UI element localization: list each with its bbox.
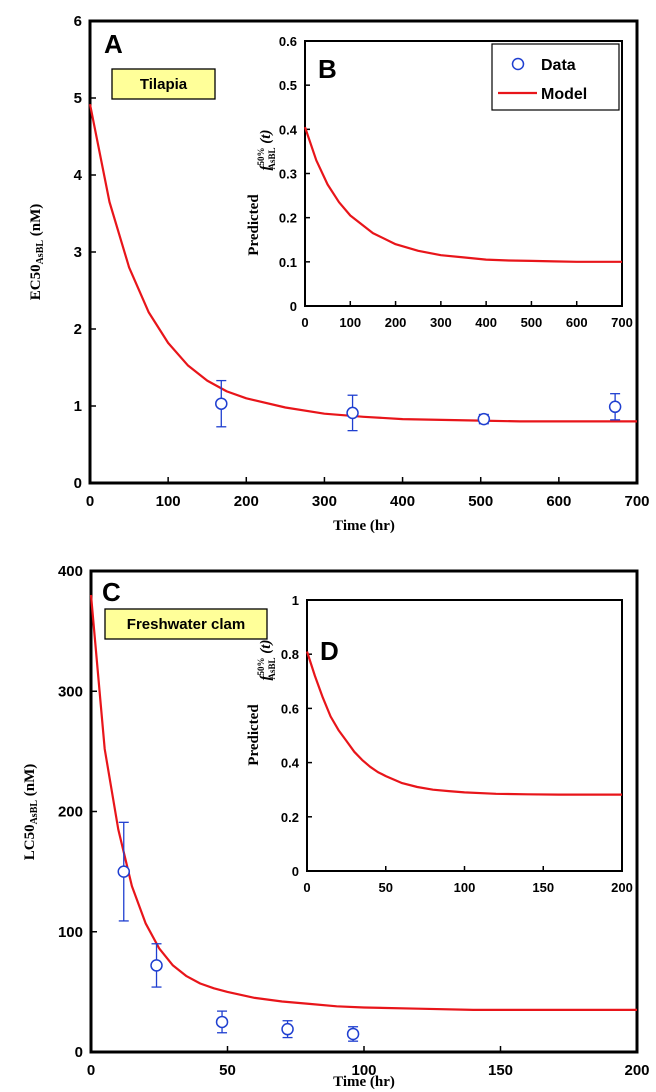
y-tick-label: 0 <box>290 299 297 314</box>
x-tick-label: 0 <box>86 493 94 510</box>
x-axis-label: Time (hr) <box>333 1074 395 1090</box>
x-tick-label: 400 <box>390 493 415 510</box>
x-tick-label: 300 <box>312 493 337 510</box>
data-point <box>608 400 622 414</box>
panel-label-c: C <box>102 577 121 607</box>
y-axis-label: EC50AsBL (nM) <box>28 204 46 301</box>
x-tick-label: 100 <box>351 1062 376 1079</box>
legend-data-marker <box>511 57 525 71</box>
x-tick-label: 100 <box>339 315 361 330</box>
y-tick-label: 0.3 <box>279 167 297 182</box>
x-tick-label: 200 <box>611 880 633 895</box>
species-tag-box <box>111 68 216 100</box>
x-tick-label: 700 <box>624 493 649 510</box>
plot-frame <box>306 599 623 872</box>
data-point <box>215 1015 229 1029</box>
panel-label-a: A <box>104 29 123 59</box>
inset-y-label-f: f50%AsBL (t) <box>256 130 277 171</box>
y-tick-label: 5 <box>74 90 82 107</box>
y-tick-label: 0 <box>74 475 82 492</box>
y-tick-label: 0.6 <box>281 701 299 716</box>
y-tick-label: 0.4 <box>279 122 298 137</box>
model-curve <box>89 594 637 1012</box>
y-tick-label: 200 <box>58 804 83 821</box>
y-tick-label: 1 <box>292 593 299 608</box>
y-tick-label: 0.8 <box>281 647 299 662</box>
legend-item-data: Data <box>541 57 576 74</box>
y-tick-label: 0.2 <box>279 211 297 226</box>
y-tick-label: 0.2 <box>281 810 299 825</box>
y-tick-label: 400 <box>58 563 83 580</box>
x-tick-label: 100 <box>454 880 476 895</box>
model-curve <box>303 126 622 263</box>
panel-label-b: B <box>318 54 337 84</box>
inset-y-label-predicted: Predicted <box>246 704 262 766</box>
y-tick-label: 2 <box>74 321 82 338</box>
data-point <box>117 865 131 878</box>
y-tick-label: 0.4 <box>281 756 300 771</box>
x-tick-label: 200 <box>624 1062 649 1079</box>
species-tag-label: Freshwater clam <box>127 616 245 633</box>
inset-y-label-predicted: Predicted <box>246 194 262 256</box>
x-tick-label: 0 <box>87 1062 95 1079</box>
x-tick-label: 500 <box>521 315 543 330</box>
species-tag-label: Tilapia <box>140 76 188 93</box>
panel-d: 0 0.2 0.4 0.6 0.8 1 0 50 100 150 200 D Predicted f50%… <box>246 593 633 895</box>
x-tick-label: 200 <box>385 315 407 330</box>
x-tick-label: 50 <box>379 880 393 895</box>
y-tick-label: 4 <box>74 167 83 184</box>
y-tick-label: 0.6 <box>279 34 297 49</box>
y-tick-label: 6 <box>74 13 82 30</box>
legend: Data Model <box>491 43 620 111</box>
x-tick-label: 150 <box>488 1062 513 1079</box>
x-tick-label: 200 <box>234 493 259 510</box>
panel-b: 0 0.1 0.2 0.3 0.4 0.5 0.6 0 100 200 300 400 500 600 70… <box>246 34 633 330</box>
model-curve <box>305 651 622 796</box>
inset-y-label-f: f50%AsBL (t) <box>256 640 277 681</box>
x-tick-label: 700 <box>611 315 633 330</box>
x-tick-label: 50 <box>219 1062 236 1079</box>
x-tick-label: 0 <box>301 315 308 330</box>
y-tick-label: 0.1 <box>279 255 297 270</box>
y-axis-label: LC50AsBL (nM) <box>22 764 40 861</box>
data-point <box>346 406 359 420</box>
x-tick-label: 500 <box>468 493 493 510</box>
y-tick-label: 300 <box>58 683 83 700</box>
x-tick-label: 400 <box>475 315 497 330</box>
y-tick-label: 0 <box>75 1044 83 1061</box>
legend-item-model: Model <box>541 86 587 103</box>
model-curve <box>88 103 637 423</box>
data-point <box>346 1027 360 1041</box>
x-tick-label: 600 <box>566 315 588 330</box>
data-point <box>281 1022 294 1036</box>
legend-box <box>491 43 620 111</box>
y-tick-label: 3 <box>74 244 82 261</box>
x-tick-label: 300 <box>430 315 452 330</box>
x-axis-label: Time (hr) <box>333 518 395 534</box>
panel-label-d: D <box>320 636 339 666</box>
species-tag-box <box>104 608 268 640</box>
data-point <box>150 959 163 972</box>
y-tick-label: 1 <box>74 398 82 415</box>
data-point <box>215 397 228 410</box>
x-tick-label: 150 <box>532 880 554 895</box>
x-tick-label: 0 <box>303 880 310 895</box>
x-tick-label: 600 <box>546 493 571 510</box>
y-tick-label: 0 <box>292 864 299 879</box>
data-point <box>477 412 491 426</box>
y-tick-label: 100 <box>58 924 83 941</box>
x-tick-label: 100 <box>156 493 181 510</box>
y-tick-label: 0.5 <box>279 78 297 93</box>
